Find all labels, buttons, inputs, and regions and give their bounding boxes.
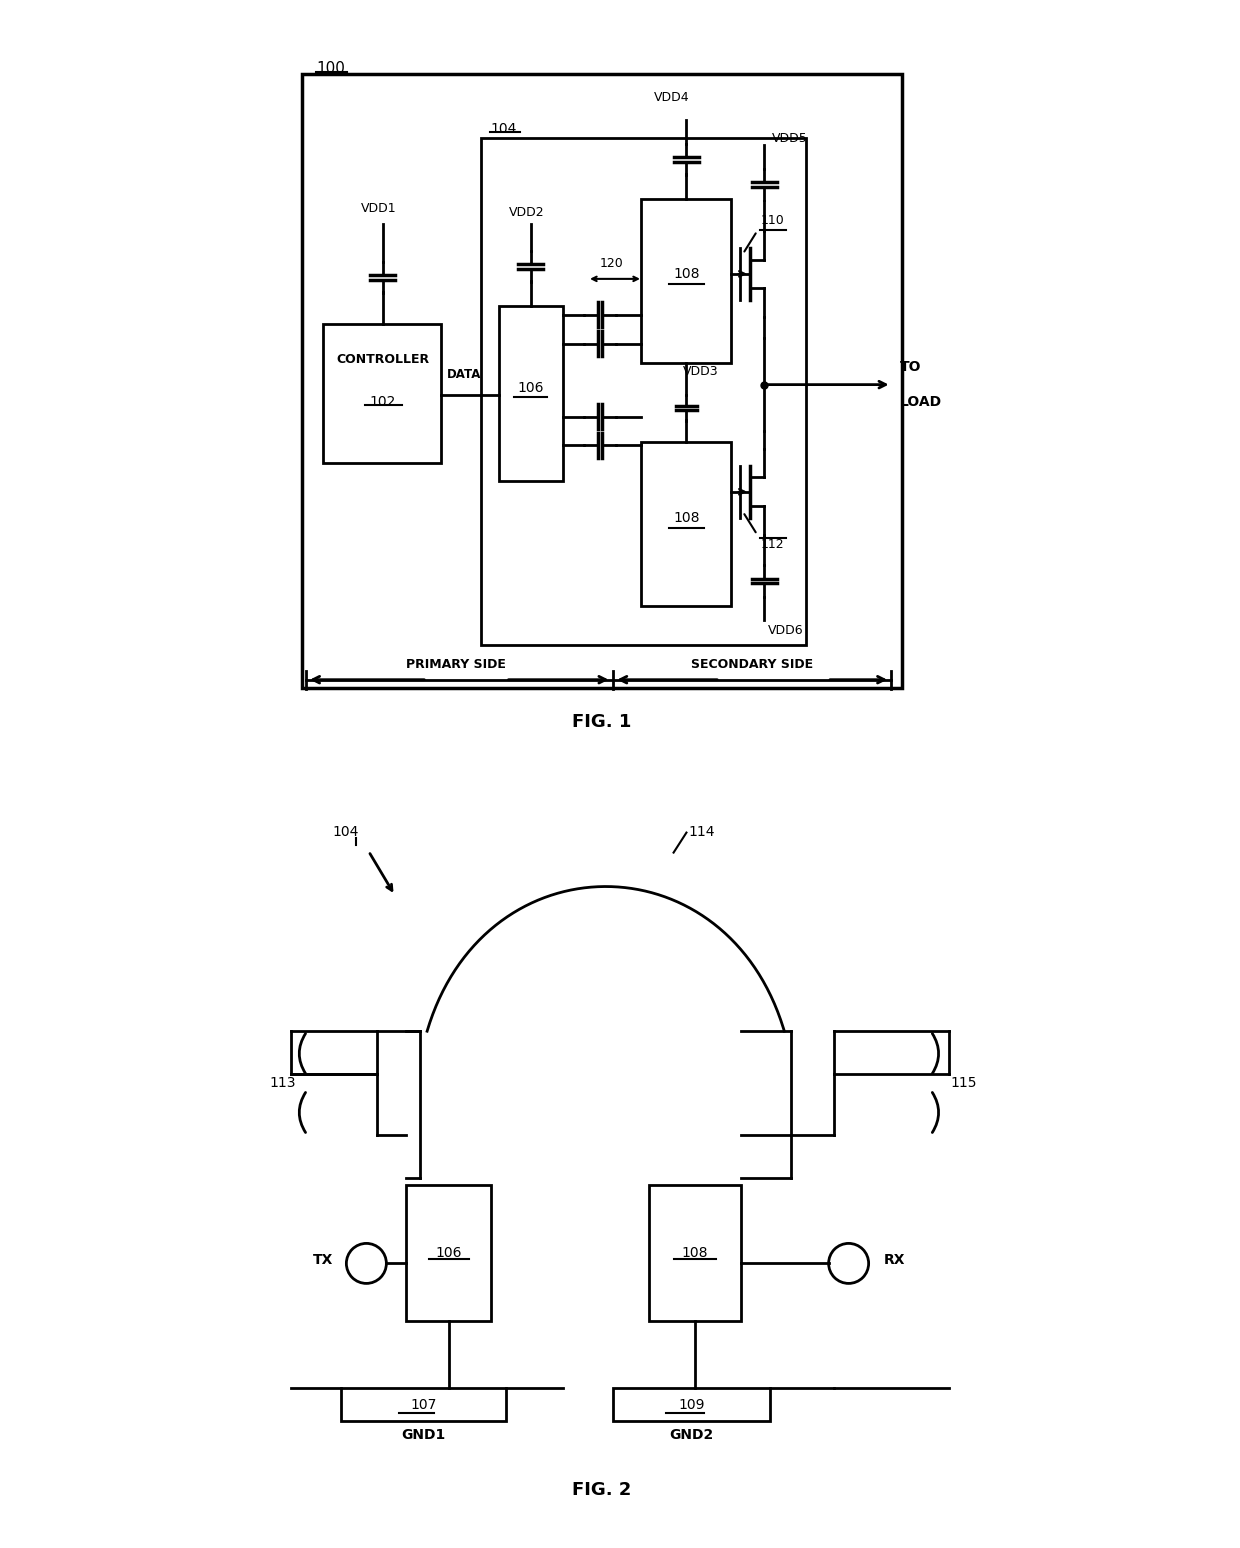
Bar (498, 307, 563, 481)
Text: GND2: GND2 (670, 1427, 713, 1441)
Text: 112: 112 (761, 539, 785, 551)
Text: TO: TO (900, 359, 921, 375)
Text: VDD4: VDD4 (655, 91, 689, 104)
Bar (649, 1184, 742, 1320)
Text: 109: 109 (678, 1398, 704, 1412)
Text: 107: 107 (410, 1398, 436, 1412)
Text: 114: 114 (688, 825, 715, 839)
Text: 104: 104 (490, 122, 516, 136)
Text: TX: TX (314, 1252, 334, 1266)
Text: VDD3: VDD3 (683, 365, 718, 378)
Text: RX: RX (884, 1252, 905, 1266)
Text: 106: 106 (435, 1246, 461, 1260)
Text: 120: 120 (600, 257, 624, 271)
Text: 115: 115 (950, 1076, 977, 1090)
Bar (405, 1184, 491, 1320)
Bar (303, 74, 903, 689)
Text: 108: 108 (682, 1246, 708, 1260)
Bar (613, 1389, 770, 1421)
Text: VDD1: VDD1 (361, 203, 397, 215)
Text: DATA: DATA (448, 368, 481, 381)
Bar (481, 138, 806, 646)
Text: 104: 104 (332, 825, 360, 839)
Bar (641, 198, 730, 364)
Text: VDD2: VDD2 (510, 206, 544, 218)
Text: 100: 100 (316, 60, 345, 76)
Text: GND1: GND1 (402, 1427, 445, 1441)
Text: SECONDARY SIDE: SECONDARY SIDE (691, 658, 813, 672)
Text: LOAD: LOAD (900, 395, 942, 409)
Text: 108: 108 (673, 511, 699, 525)
Text: 113: 113 (269, 1076, 296, 1090)
Bar (341, 1389, 506, 1421)
Text: VDD5: VDD5 (771, 133, 807, 146)
Text: FIG. 1: FIG. 1 (573, 714, 632, 731)
Text: VDD6: VDD6 (768, 624, 804, 636)
Text: 108: 108 (673, 266, 699, 280)
Text: 106: 106 (517, 381, 544, 395)
Bar (324, 324, 441, 463)
Text: 102: 102 (370, 395, 396, 409)
Text: FIG. 2: FIG. 2 (573, 1481, 632, 1498)
Bar (641, 441, 730, 607)
Text: PRIMARY SIDE: PRIMARY SIDE (405, 658, 506, 672)
Text: 110: 110 (761, 215, 785, 228)
Text: CONTROLLER: CONTROLLER (336, 353, 429, 367)
